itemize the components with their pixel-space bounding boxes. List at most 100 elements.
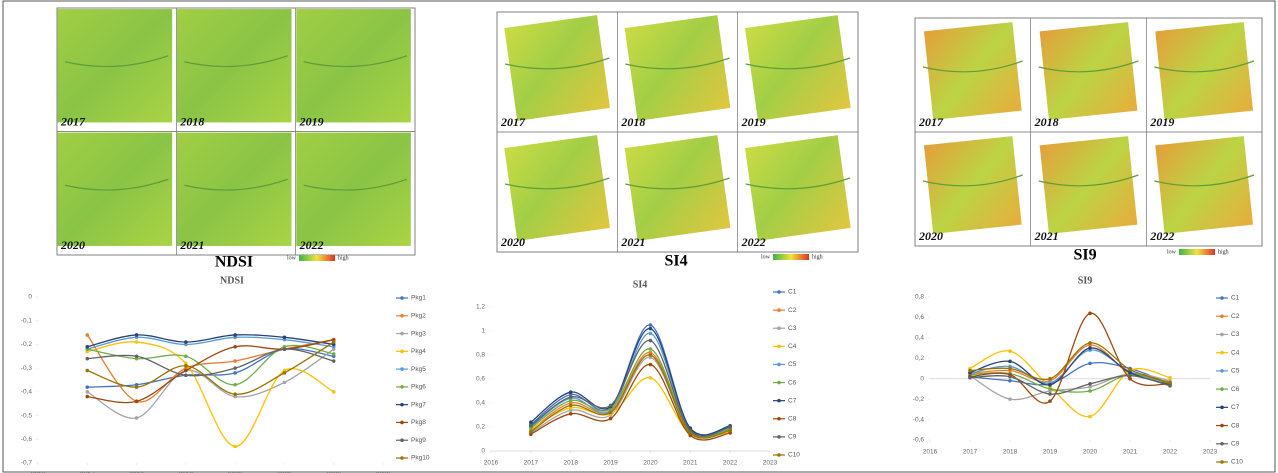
point — [135, 333, 139, 337]
legend-marker — [400, 403, 404, 407]
legend-marker — [1220, 424, 1224, 428]
point — [529, 430, 533, 434]
legend-high: high — [338, 255, 349, 261]
y-tick-label: 1,2 — [476, 304, 485, 311]
point — [1168, 384, 1172, 388]
legend-label: C1 — [1231, 295, 1240, 302]
point — [135, 416, 139, 420]
legend-marker — [1220, 442, 1224, 446]
legend-marker — [1220, 460, 1224, 464]
legend-label: C4 — [1231, 349, 1240, 356]
point — [529, 424, 533, 428]
legend-marker — [777, 399, 781, 403]
y-tick-label: 0 — [28, 294, 32, 301]
y-tick-label: -0,4 — [913, 416, 925, 423]
legend-label: C6 — [788, 379, 797, 386]
point — [1088, 362, 1092, 366]
point — [968, 369, 972, 373]
point — [1048, 377, 1052, 381]
point — [85, 390, 89, 394]
legend-marker — [400, 296, 404, 300]
point — [1128, 371, 1132, 375]
panel-title: SI9 — [1073, 247, 1096, 264]
legend-marker — [777, 363, 781, 367]
x-tick-label: 2022 — [1163, 449, 1178, 456]
legend-marker — [1220, 406, 1224, 410]
year-label: 2019 — [741, 115, 766, 129]
point — [1168, 376, 1172, 380]
x-tick-label: 2018 — [563, 460, 578, 467]
point — [233, 359, 237, 363]
point — [184, 364, 188, 368]
year-label: 2019 — [1149, 115, 1174, 129]
point — [728, 429, 732, 433]
y-tick-label: -0,6 — [913, 437, 925, 444]
legend-label: Pkg6 — [411, 384, 426, 391]
point — [609, 411, 613, 415]
legend-marker — [400, 385, 404, 389]
point — [184, 369, 188, 373]
series-line — [87, 349, 333, 376]
point — [233, 366, 237, 370]
legend-label: C10 — [1231, 459, 1243, 466]
point — [332, 340, 336, 344]
legend-label: Pkg9 — [411, 437, 426, 444]
point — [609, 404, 613, 408]
point — [649, 339, 653, 343]
x-tick-label: 2023 — [763, 460, 778, 467]
point — [569, 404, 573, 408]
x-tick-label: 2017 — [524, 460, 539, 467]
chart-title: NDSI — [220, 275, 244, 286]
legend-label: Pkg3 — [411, 330, 426, 337]
legend-marker — [1220, 351, 1224, 355]
legend-label: C9 — [788, 434, 797, 441]
y-tick-label: 0 — [481, 448, 485, 455]
legend-label: Pkg2 — [411, 312, 426, 319]
point — [332, 359, 336, 363]
point — [1088, 382, 1092, 386]
x-tick-label: 2017 — [963, 449, 978, 456]
x-tick-label: 2019 — [603, 460, 618, 467]
point — [233, 333, 237, 337]
legend-label: C1 — [788, 289, 797, 296]
legend-marker — [777, 453, 781, 457]
point — [569, 395, 573, 399]
series-line — [531, 333, 730, 437]
y-tick-label: -0,2 — [913, 396, 925, 403]
legend-marker — [1220, 369, 1224, 373]
point — [1008, 379, 1012, 383]
legend-label: Pkg8 — [411, 419, 426, 426]
legend-label: C6 — [1231, 386, 1240, 393]
year-label: 2018 — [1034, 115, 1059, 129]
y-tick-label: -0,5 — [21, 412, 33, 419]
point — [569, 390, 573, 394]
point — [1048, 392, 1052, 396]
legend-label: C7 — [1231, 404, 1240, 411]
legend-marker — [400, 438, 404, 442]
point — [1088, 312, 1092, 316]
point — [649, 353, 653, 357]
point — [1088, 415, 1092, 419]
point — [233, 445, 237, 449]
x-tick-label: 2021 — [1123, 449, 1138, 456]
point — [1008, 397, 1012, 401]
year-label: 2022 — [741, 235, 766, 249]
point — [184, 354, 188, 358]
panel-title: SI4 — [664, 253, 687, 270]
chart-title: SI9 — [1078, 275, 1092, 286]
legend-label: C4 — [788, 343, 797, 350]
point — [283, 381, 287, 385]
legend-label: C8 — [788, 415, 797, 422]
x-tick-label: 2021 — [683, 460, 698, 467]
legend-marker — [1220, 296, 1224, 300]
point — [233, 345, 237, 349]
x-tick-label: 2020 — [1083, 449, 1098, 456]
y-tick-label: 0,6 — [476, 376, 485, 383]
legend-ramp — [1179, 249, 1215, 255]
legend-label: C10 — [788, 452, 800, 459]
x-tick-label: 2018 — [1003, 449, 1018, 456]
legend-marker — [777, 308, 781, 312]
year-label: 2019 — [299, 114, 324, 128]
point — [184, 373, 188, 377]
legend-marker — [777, 290, 781, 294]
